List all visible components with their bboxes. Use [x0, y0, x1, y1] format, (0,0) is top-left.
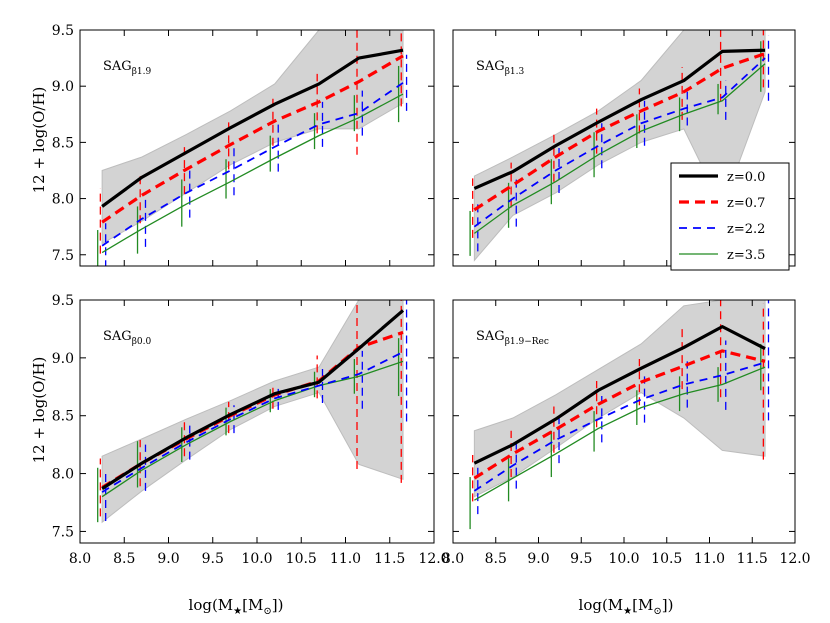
- panel-label-main: SAG: [476, 59, 505, 74]
- series-line-z00: [473, 325, 766, 465]
- xtick-label: 9.0: [157, 551, 179, 567]
- series-line-z07: [101, 54, 404, 224]
- spread-band: [101, 30, 404, 245]
- panel-label-sub: β0.0: [132, 337, 152, 347]
- ytick-label: 7.5: [52, 248, 74, 264]
- xtick-label: 8.0: [442, 551, 464, 567]
- panel-label: SAGβ1.3: [476, 59, 524, 77]
- xlabel-left-sub: ★: [233, 606, 242, 617]
- panel-label-sub: β1.3: [505, 67, 525, 77]
- ytick-label: 9.0: [52, 351, 74, 367]
- xlabel-left-unit-sub: ⊙: [263, 606, 271, 617]
- xtick-label: 11.5: [737, 551, 768, 567]
- xtick-label: 12.0: [418, 551, 449, 567]
- ytick-label: 9.5: [52, 293, 74, 309]
- panel-1: 7.5 8.0 8.5 9.0 9.5 SAGβ1.9: [52, 23, 435, 267]
- ytick-label: 8.5: [52, 409, 74, 425]
- xlabel-right-sub: ★: [623, 606, 632, 617]
- panel-label-main: SAG: [476, 329, 505, 344]
- series-line-z35: [474, 366, 766, 501]
- xlabel-right-unit-sub: ⊙: [653, 606, 661, 617]
- series-line-z22: [473, 57, 766, 228]
- xtick-label: 9.5: [202, 551, 224, 567]
- series-line-z00: [101, 309, 405, 490]
- legend: z=0.0 z=0.7 z=2.2 z=3.5: [670, 162, 790, 271]
- xlabel-left-main: log(M: [189, 596, 234, 614]
- ylabel-bottom-text: 12 + log(O/H): [30, 357, 48, 464]
- panel-label-sub: β1.9−Rec: [505, 337, 549, 347]
- ylabel-top-text: 12 + log(O/H): [30, 87, 48, 194]
- legend-label-z07: z=0.7: [727, 196, 765, 211]
- xlabel-right-unit: [M: [632, 596, 653, 614]
- ytick-label: 9.0: [52, 79, 74, 95]
- spread-band: [473, 30, 766, 262]
- legend-box: [670, 162, 790, 271]
- xlabel-left: log(M★[M⊙]): [189, 596, 284, 617]
- series-line-z22: [101, 82, 404, 247]
- series-line-z35: [473, 63, 766, 234]
- panel-plot-area: [97, 30, 408, 266]
- spread-band: [473, 300, 766, 498]
- xlabel-right: log(M★[M⊙]): [579, 596, 674, 617]
- panel-3: 8.0 8.5 9.0 9.5 10.0 10.5 11.0 11.5 12.0 7.5 8.0 8.…: [52, 293, 450, 567]
- panel-label: SAGβ1.9−Rec: [476, 329, 549, 347]
- xtick-label: 9.5: [570, 551, 592, 567]
- xlabel-right-main: log(M: [579, 596, 624, 614]
- series-line-z00: [473, 48, 766, 190]
- xtick-label: 10.0: [241, 551, 272, 567]
- xtick-label: 11.0: [330, 551, 361, 567]
- xlabel-left-close: ]): [272, 596, 284, 614]
- series-line-z22: [473, 361, 766, 492]
- ytick-label: 7.5: [52, 524, 74, 540]
- xlabel-right-close: ]): [662, 596, 674, 614]
- panel-label: SAGβ1.9: [103, 59, 151, 77]
- panel-2: SAGβ1.3: [452, 29, 796, 267]
- xtick-label: 8.0: [69, 551, 91, 567]
- panel-plot-area: [97, 300, 408, 524]
- panel-label-sub: β1.9: [132, 67, 152, 77]
- series-line-z35: [101, 360, 404, 498]
- ylabel-top: 12 + log(O/H): [30, 87, 48, 194]
- xtick-label: 12.0: [779, 551, 810, 567]
- xlabel-left-unit: [M: [242, 596, 263, 614]
- panel-plot-area: [469, 30, 770, 262]
- series-line-z07: [473, 52, 766, 212]
- xtick-label: 10.5: [651, 551, 682, 567]
- legend-label-z22: z=2.2: [727, 222, 765, 237]
- legend-label-z0: z=0.0: [727, 170, 765, 185]
- series-line-z35: [101, 93, 404, 254]
- xtick-label: 9.0: [527, 551, 549, 567]
- ytick-label: 8.5: [52, 135, 74, 151]
- series-line-z07: [473, 349, 766, 480]
- panel-label-main: SAG: [103, 59, 132, 74]
- panel-label: SAGβ0.0: [103, 329, 151, 347]
- xtick-label: 10.0: [608, 551, 639, 567]
- ytick-label: 9.5: [52, 23, 74, 39]
- ytick-label: 8.0: [52, 192, 74, 208]
- xtick-label: 8.5: [485, 551, 507, 567]
- xtick-label: 10.5: [286, 551, 317, 567]
- panel-4: 8.0 8.5 9.0 9.5 10.0 10.5 11.0 11.5 12.0 SAGβ1.9−…: [442, 299, 811, 567]
- ytick-label: 8.0: [52, 467, 74, 483]
- xtick-label: 11.0: [694, 551, 725, 567]
- series-line-z22: [101, 351, 404, 493]
- xtick-label: 11.5: [374, 551, 405, 567]
- legend-label-z35: z=3.5: [727, 248, 765, 263]
- ylabel-bottom: 12 + log(O/H): [30, 357, 48, 464]
- panel-plot-area: [469, 300, 770, 530]
- series-line-z00: [101, 48, 404, 208]
- panel-label-main: SAG: [103, 329, 132, 344]
- xtick-label: 8.5: [113, 551, 135, 567]
